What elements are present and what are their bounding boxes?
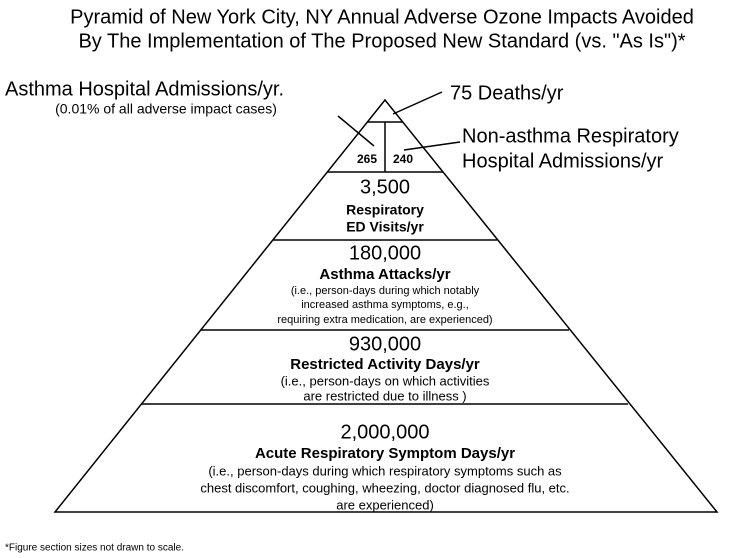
value: 265 (357, 152, 377, 166)
level-label: Asthma Attacks/yr (319, 266, 450, 283)
level-label: Respiratory (346, 202, 424, 218)
level-note: chest discomfort, coughing, wheezing, do… (200, 480, 569, 495)
level-note: requiring extra medication, are experien… (277, 314, 492, 326)
level-note: are restricted due to illness ) (303, 388, 466, 403)
title: By The Implementation of The Proposed Ne… (78, 30, 685, 52)
level-label: Acute Respiratory Symptom Days/yr (255, 445, 515, 462)
level-value: 3,500 (360, 176, 410, 198)
leader-line (403, 141, 461, 151)
footnote: *Figure section sizes not drawn to scale… (5, 543, 184, 554)
level-note: (i.e., person-days on which activities (281, 373, 490, 388)
level-value: 180,000 (349, 242, 421, 264)
pyramid-outline (53, 98, 719, 513)
level-label: ED Visits/yr (346, 219, 424, 235)
level-note: (i.e., person-days during which notably (291, 285, 480, 297)
level-note: (i.e., person-days during which respirat… (208, 463, 562, 478)
title: Pyramid of New York City, NY Annual Adve… (70, 6, 694, 28)
callout-note: (0.01% of all adverse impact cases) (55, 101, 277, 117)
level-value: 2,000,000 (341, 421, 430, 443)
leader-line (392, 91, 443, 115)
level-note: increased asthma symptoms, e.g., (301, 299, 469, 311)
level-note: are experienced) (336, 497, 434, 512)
callout-label: Asthma Hospital Admissions/yr. (5, 78, 284, 100)
value: 240 (393, 152, 413, 166)
leader-line (337, 115, 375, 147)
callout-label: 75 Deaths/yr (450, 82, 564, 104)
callout-label: Hospital Admissions/yr (462, 150, 664, 172)
level-value: 930,000 (349, 333, 421, 355)
callout-label: Non-asthma Respiratory (462, 125, 679, 147)
level-label: Restricted Activity Days/yr (290, 356, 480, 373)
